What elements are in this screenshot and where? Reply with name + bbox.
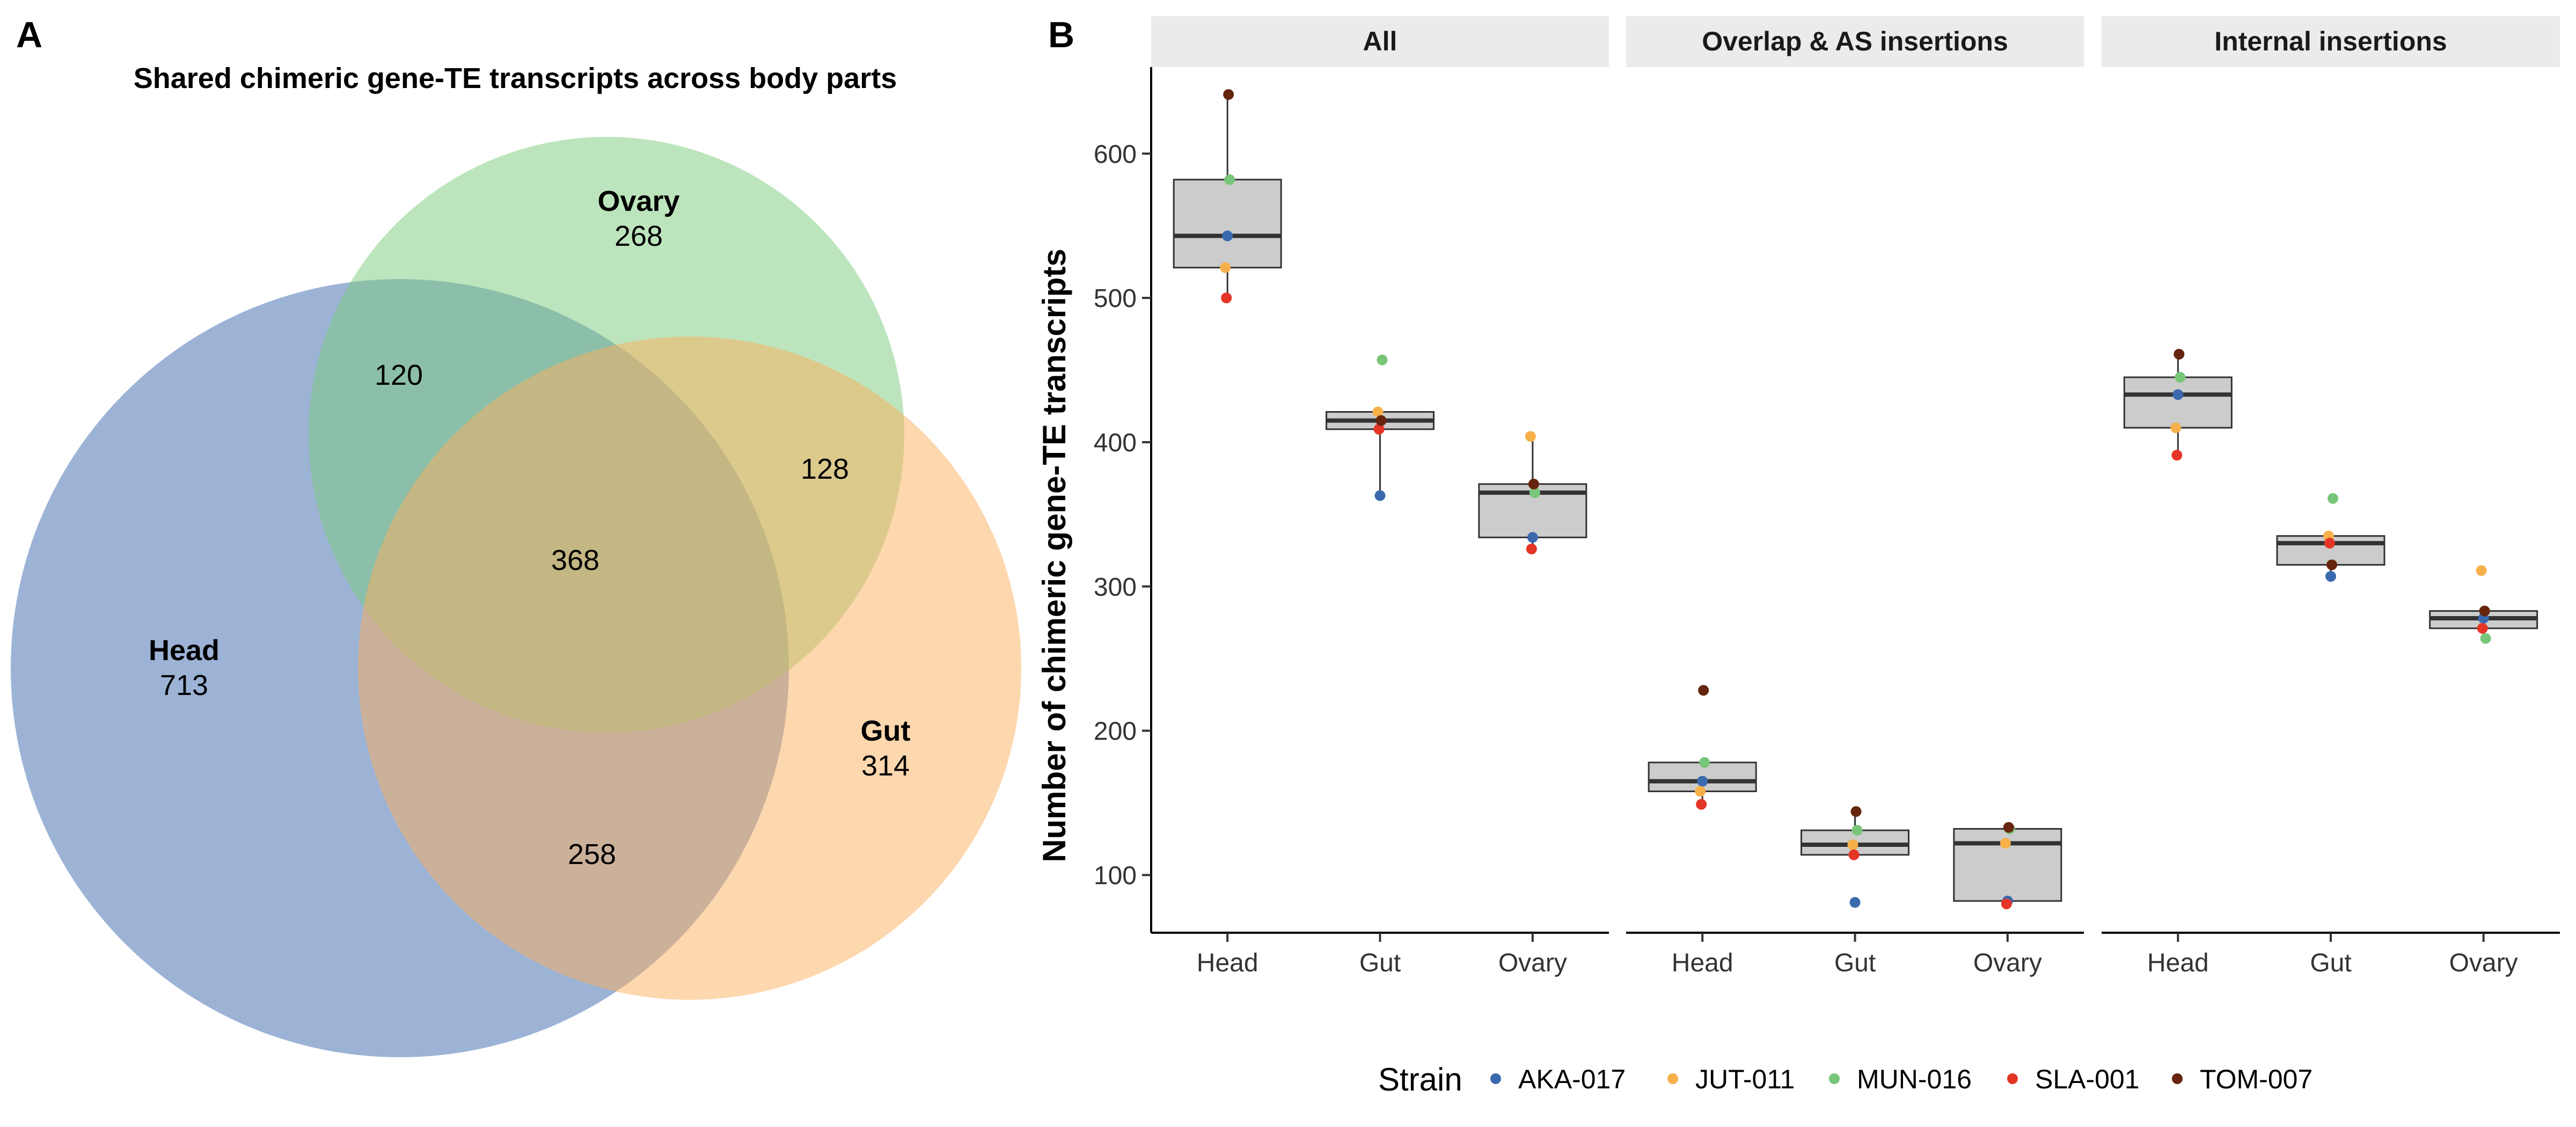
venn-panel: A Shared chimeric gene-TE transcripts ac…	[11, 14, 1021, 1057]
legend-label: AKA-017	[1518, 1064, 1626, 1094]
box-iqr	[2123, 376, 2233, 429]
y-tick-label: 600	[1094, 140, 1137, 169]
data-point	[1699, 757, 1710, 768]
data-point	[2328, 493, 2338, 504]
y-axis-title: Number of chimeric gene-TE transcripts	[1036, 248, 1072, 862]
data-point	[1527, 532, 1538, 543]
legend-label: MUN-016	[1857, 1064, 1972, 1094]
legend-key	[1667, 1073, 1678, 1084]
legend-key	[1490, 1073, 1501, 1084]
data-point	[2175, 371, 2186, 383]
venn-label-ovary: Ovary	[597, 185, 679, 217]
data-point	[2479, 605, 2490, 617]
data-point	[1377, 354, 1388, 365]
x-tick-label: Head	[1672, 949, 1733, 977]
legend-key	[1829, 1073, 1840, 1084]
data-point	[1529, 487, 1540, 499]
y-tick-label: 100	[1094, 861, 1137, 890]
x-tick-label: Gut	[1834, 949, 1876, 977]
facet-strip-label: Overlap & AS insertions	[1702, 26, 2008, 56]
data-point	[2480, 633, 2491, 644]
data-point	[1220, 262, 1231, 273]
data-point	[1849, 897, 1861, 908]
y-tick-label: 200	[1094, 718, 1137, 746]
data-point	[1221, 292, 1232, 304]
data-point	[2174, 348, 2185, 360]
data-point	[1848, 849, 1860, 860]
venn-title: Shared chimeric gene-TE transcripts acro…	[134, 62, 897, 94]
x-tick-label: Gut	[1359, 949, 1401, 977]
legend-key	[2007, 1073, 2018, 1084]
data-point	[1373, 423, 1385, 435]
data-point	[2477, 623, 2488, 634]
data-point	[2324, 538, 2335, 549]
venn-count-gut-only: 314	[861, 750, 910, 782]
data-point	[2325, 570, 2336, 582]
data-point	[1696, 799, 1707, 810]
y-tick-label: 300	[1094, 573, 1137, 602]
legend-label: SLA-001	[2035, 1064, 2140, 1094]
data-point	[1695, 786, 1706, 797]
venn-count-all: 368	[551, 544, 599, 576]
data-point	[1375, 415, 1387, 426]
boxplot-panel: B Number of chimeric gene-TE transcripts…	[1036, 14, 2560, 1097]
data-point	[1224, 174, 1235, 185]
legend-label: JUT-011	[1695, 1064, 1795, 1094]
data-point	[2003, 822, 2014, 833]
facet-strip-label: Internal insertions	[2214, 26, 2447, 56]
facet-strip	[2102, 16, 2560, 67]
x-tick-label: Head	[1197, 949, 1258, 977]
data-point	[2000, 838, 2011, 849]
data-point	[1847, 839, 1858, 851]
data-point	[1850, 806, 1862, 817]
venn-count-ovary-only: 268	[614, 220, 663, 252]
venn-label-head: Head	[149, 634, 219, 667]
data-point	[2001, 898, 2012, 910]
data-point	[2170, 422, 2182, 434]
panel-b-letter: B	[1048, 14, 1074, 55]
data-point	[2171, 450, 2183, 461]
y-tick-label: 400	[1094, 429, 1137, 457]
data-point	[1222, 230, 1233, 241]
x-tick-label: Gut	[2310, 949, 2351, 977]
x-tick-label: Ovary	[1498, 949, 1567, 977]
data-point	[1372, 406, 1384, 418]
x-tick-label: Ovary	[1973, 949, 2042, 977]
venn-label-gut: Gut	[861, 715, 911, 747]
venn-count-head-only: 713	[160, 669, 208, 701]
data-point	[1525, 431, 1536, 442]
legend-key	[2172, 1073, 2183, 1084]
legend-label: TOM-007	[2200, 1064, 2312, 1094]
venn-circle-gut	[358, 336, 1021, 1000]
y-tick-label: 500	[1094, 284, 1137, 313]
data-point	[2172, 389, 2184, 400]
legend-title: Strain	[1378, 1062, 1462, 1097]
panel-a-letter: A	[16, 14, 42, 55]
facet-strip	[1626, 16, 2084, 67]
data-point	[1851, 825, 1863, 836]
data-point	[1526, 543, 1537, 554]
box-iqr	[1173, 179, 1282, 269]
data-point	[1223, 89, 1234, 100]
venn-count-head-ovary: 120	[375, 359, 423, 391]
venn-count-head-gut: 258	[568, 838, 616, 870]
data-point	[2326, 559, 2337, 570]
facet-strip-label: All	[1363, 26, 1397, 56]
x-tick-label: Head	[2147, 949, 2209, 977]
data-point	[1374, 490, 1386, 501]
x-tick-label: Ovary	[2449, 949, 2518, 977]
data-point	[1528, 478, 1539, 489]
data-point	[1698, 685, 1709, 696]
facet-strip	[1151, 16, 1609, 67]
data-point	[2476, 565, 2487, 576]
venn-count-ovary-gut: 128	[801, 453, 849, 485]
data-point	[1697, 775, 1708, 787]
